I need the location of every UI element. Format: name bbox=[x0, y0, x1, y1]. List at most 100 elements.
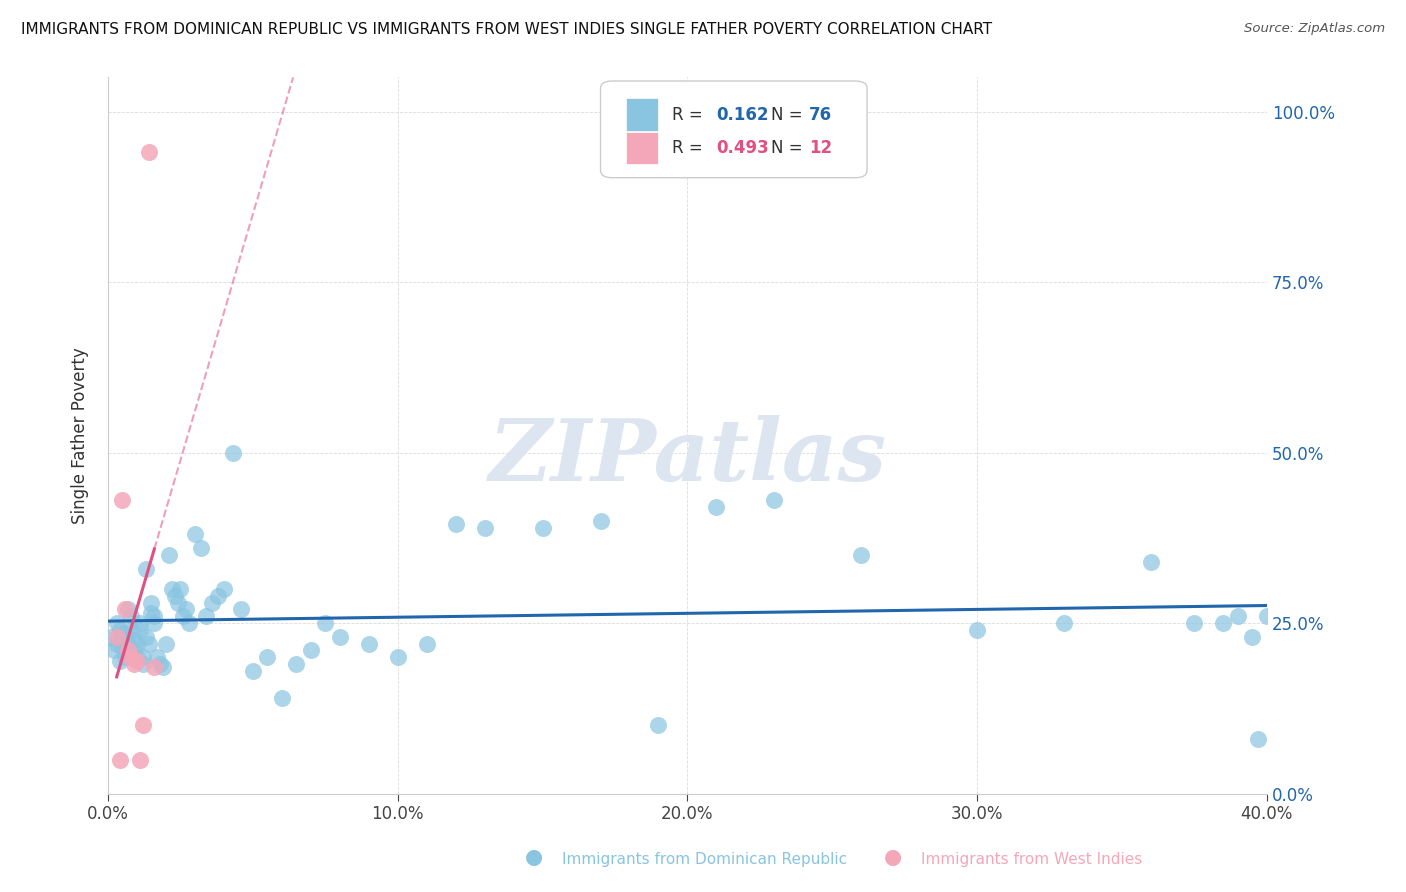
Point bbox=[128, 616, 150, 631]
Point bbox=[149, 657, 172, 671]
Point bbox=[155, 637, 177, 651]
Point bbox=[763, 493, 786, 508]
Text: ●: ● bbox=[526, 847, 543, 867]
Point bbox=[242, 664, 264, 678]
Text: Source: ZipAtlas.com: Source: ZipAtlas.com bbox=[1244, 22, 1385, 36]
Point bbox=[114, 650, 136, 665]
Point bbox=[141, 596, 163, 610]
Point bbox=[117, 637, 139, 651]
Y-axis label: Single Father Poverty: Single Father Poverty bbox=[72, 347, 89, 524]
Point bbox=[132, 650, 155, 665]
Text: 0.493: 0.493 bbox=[717, 139, 769, 157]
Point bbox=[531, 521, 554, 535]
Point bbox=[122, 657, 145, 671]
Point bbox=[135, 630, 157, 644]
Point bbox=[125, 637, 148, 651]
Point bbox=[221, 445, 243, 459]
Text: Immigrants from Dominican Republic: Immigrants from Dominican Republic bbox=[562, 852, 848, 867]
Point bbox=[157, 548, 180, 562]
FancyBboxPatch shape bbox=[600, 81, 868, 178]
Point bbox=[138, 145, 160, 160]
Text: Immigrants from West Indies: Immigrants from West Indies bbox=[921, 852, 1142, 867]
Point bbox=[114, 626, 136, 640]
Text: N =: N = bbox=[770, 139, 808, 157]
Point bbox=[256, 650, 278, 665]
Point bbox=[1241, 630, 1264, 644]
Point bbox=[135, 561, 157, 575]
Point bbox=[125, 650, 148, 665]
Point bbox=[141, 606, 163, 620]
Point bbox=[299, 643, 322, 657]
Point bbox=[474, 521, 496, 535]
Point bbox=[138, 637, 160, 651]
Point bbox=[105, 630, 128, 644]
Point bbox=[314, 616, 336, 631]
Point bbox=[122, 633, 145, 648]
Point bbox=[103, 643, 125, 657]
Point bbox=[1247, 732, 1270, 747]
Point bbox=[207, 589, 229, 603]
Point bbox=[120, 609, 142, 624]
Point bbox=[128, 753, 150, 767]
Point bbox=[444, 517, 467, 532]
Point bbox=[415, 637, 437, 651]
Text: N =: N = bbox=[770, 105, 808, 123]
Point bbox=[111, 640, 134, 654]
Point bbox=[111, 633, 134, 648]
Point bbox=[1140, 555, 1163, 569]
Point bbox=[163, 589, 186, 603]
Point bbox=[132, 657, 155, 671]
FancyBboxPatch shape bbox=[626, 98, 658, 130]
Point bbox=[1212, 616, 1234, 631]
Point bbox=[108, 623, 131, 637]
Point bbox=[329, 630, 352, 644]
Text: 12: 12 bbox=[808, 139, 832, 157]
Point bbox=[100, 630, 122, 644]
Text: ●: ● bbox=[884, 847, 901, 867]
Point bbox=[647, 718, 669, 732]
Point bbox=[1184, 616, 1206, 631]
Point bbox=[108, 654, 131, 668]
Point bbox=[160, 582, 183, 596]
Point bbox=[966, 623, 988, 637]
Point bbox=[190, 541, 212, 555]
Point bbox=[201, 596, 224, 610]
Point bbox=[122, 643, 145, 657]
Point bbox=[117, 602, 139, 616]
Point bbox=[357, 637, 380, 651]
Point bbox=[1256, 609, 1278, 624]
Text: 0.162: 0.162 bbox=[717, 105, 769, 123]
Text: IMMIGRANTS FROM DOMINICAN REPUBLIC VS IMMIGRANTS FROM WEST INDIES SINGLE FATHER : IMMIGRANTS FROM DOMINICAN REPUBLIC VS IM… bbox=[21, 22, 993, 37]
Point bbox=[111, 493, 134, 508]
Point bbox=[231, 602, 253, 616]
Text: ZIPatlas: ZIPatlas bbox=[488, 416, 887, 499]
Point bbox=[589, 514, 612, 528]
Point bbox=[120, 623, 142, 637]
Point bbox=[1053, 616, 1076, 631]
Point bbox=[143, 609, 166, 624]
Point bbox=[270, 691, 292, 706]
Point bbox=[851, 548, 873, 562]
Point bbox=[128, 623, 150, 637]
Point bbox=[172, 609, 194, 624]
Point bbox=[132, 718, 155, 732]
Text: R =: R = bbox=[672, 105, 709, 123]
Point bbox=[166, 596, 188, 610]
Point bbox=[146, 650, 169, 665]
Point bbox=[143, 660, 166, 674]
Point bbox=[387, 650, 409, 665]
Point bbox=[1226, 609, 1249, 624]
Point bbox=[706, 500, 728, 515]
Point bbox=[195, 609, 218, 624]
Text: 76: 76 bbox=[808, 105, 832, 123]
Point bbox=[120, 650, 142, 665]
Point bbox=[184, 527, 207, 541]
Point bbox=[179, 616, 201, 631]
Point bbox=[117, 643, 139, 657]
Point bbox=[143, 616, 166, 631]
Point bbox=[105, 637, 128, 651]
Point bbox=[105, 616, 128, 631]
FancyBboxPatch shape bbox=[626, 132, 658, 164]
Point bbox=[174, 602, 197, 616]
Point bbox=[212, 582, 235, 596]
